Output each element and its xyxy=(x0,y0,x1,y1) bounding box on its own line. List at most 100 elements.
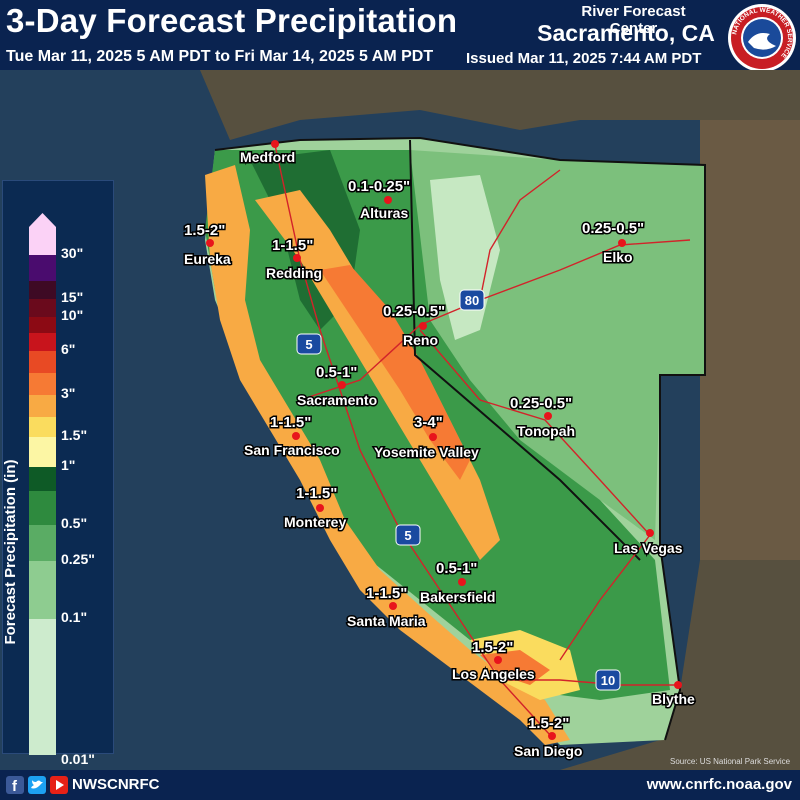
amount-labels: 0.1-0.25" 1.5-2" 1-1.5" 0.25-0.5" 0.25-0… xyxy=(183,177,646,734)
city-dot xyxy=(292,432,300,440)
city-dot xyxy=(646,529,654,537)
city-name: Las Vegas xyxy=(614,540,683,556)
city-dot xyxy=(494,656,502,664)
city-dot xyxy=(316,504,324,512)
city-name: Monterey xyxy=(284,514,346,530)
amount-label: 0.25-0.5" xyxy=(510,395,572,412)
city-dot xyxy=(384,196,392,204)
svg-text:f: f xyxy=(12,778,18,794)
amount-label: 0.25-0.5" xyxy=(582,220,644,237)
legend-label: 6" xyxy=(61,341,76,357)
highway-shield-4: 10 xyxy=(595,669,621,691)
legend-arrow xyxy=(29,213,56,227)
sierra-band xyxy=(255,190,500,560)
legend: Forecast Precipitation (in) 30" 15" 10" 6" 3… xyxy=(2,180,114,767)
city-name: Blythe xyxy=(652,691,695,707)
website-link[interactable]: www.cnrfc.noaa.gov xyxy=(646,776,792,793)
map-credit: Source: US National Park Service xyxy=(670,757,791,766)
amount-label: 1.5-2" xyxy=(472,639,513,656)
legend-swatch xyxy=(29,373,56,395)
city-dot xyxy=(271,140,279,148)
amount-label: 1.5-2" xyxy=(184,222,225,239)
city-name: San Diego xyxy=(514,743,582,759)
legend-title: Forecast Precipitation (in) xyxy=(2,459,19,645)
city-dot xyxy=(458,578,466,586)
highway-shield-3: 5 xyxy=(395,524,421,546)
legend-label: 15" xyxy=(61,289,84,305)
center-name-line1: River Forecast Center xyxy=(581,3,686,37)
legend-swatch xyxy=(29,255,56,281)
city-name: San Francisco xyxy=(244,442,340,458)
amount-label: 0.5-1" xyxy=(316,364,357,381)
legend-swatch xyxy=(29,417,56,437)
legend-label: 0.5" xyxy=(61,515,88,531)
city-name: Medford xyxy=(240,149,295,165)
sierra-core xyxy=(320,265,470,480)
nws-logo: NATIONAL WEATHER SERVICE xyxy=(728,4,796,72)
city-name: Tonopah xyxy=(517,423,575,439)
footer-bar: f NWSCNRFC www.cnrfc.noaa.gov xyxy=(0,770,800,800)
amount-label: 0.5-1" xyxy=(436,560,477,577)
legend-label: 1.5" xyxy=(61,427,88,443)
legend-swatch xyxy=(29,333,56,351)
legend-swatch xyxy=(29,227,56,255)
legend-swatch xyxy=(29,467,56,491)
utah-arizona-land xyxy=(700,120,800,560)
legend-color-bar xyxy=(29,213,56,755)
amount-label: 3-4" xyxy=(414,414,443,431)
legend-label: 3" xyxy=(61,385,76,401)
city-dot xyxy=(618,239,626,247)
city-name: Yosemite Valley xyxy=(374,444,479,460)
legend-swatch xyxy=(29,491,56,525)
amount-label: 0.25-0.5" xyxy=(383,303,445,320)
legend-swatch xyxy=(29,351,56,373)
highway-shield-2: 80 xyxy=(459,289,485,311)
city-name: Los Angeles xyxy=(452,666,535,682)
amount-label: 1-1.5" xyxy=(272,237,313,254)
youtube-icon[interactable] xyxy=(50,776,68,794)
twitter-icon[interactable] xyxy=(28,776,46,794)
city-name: Reno xyxy=(403,332,438,348)
legend-swatch xyxy=(29,395,56,417)
region-outline xyxy=(214,136,706,741)
legend-label: 10" xyxy=(61,307,84,323)
legend-swatch xyxy=(29,437,56,467)
forecast-period: Tue Mar 11, 2025 5 AM PDT to Fri Mar 14,… xyxy=(6,48,434,65)
svg-text:80: 80 xyxy=(465,293,479,308)
page-title: 3-Day Forecast Precipitation xyxy=(6,2,458,39)
issued-time: Issued Mar 11, 2025 7:44 AM PDT xyxy=(466,50,702,67)
city-dot xyxy=(419,322,427,330)
amount-label: 1.5-2" xyxy=(528,715,569,732)
legend-label: 0.1" xyxy=(61,609,88,625)
city-dot xyxy=(389,602,397,610)
city-name: Eureka xyxy=(184,251,231,267)
highway-shield-1: 5 xyxy=(296,333,322,355)
amount-label: 1-1.5" xyxy=(366,585,407,602)
legend-swatch xyxy=(29,619,56,755)
city-name: Santa Maria xyxy=(347,613,426,629)
city-name: Bakersfield xyxy=(420,589,495,605)
svg-text:5: 5 xyxy=(404,528,411,543)
svg-text:10: 10 xyxy=(601,673,615,688)
city-dot xyxy=(429,433,437,441)
facebook-icon[interactable]: f xyxy=(6,776,24,795)
legend-swatch xyxy=(29,281,56,299)
legend-swatch xyxy=(29,561,56,619)
state-line xyxy=(409,139,641,561)
city-dot xyxy=(548,732,556,740)
legend-label: 1" xyxy=(61,457,76,473)
precipitation-map: 5 80 5 10 Medford Alturas Eureka Redding… xyxy=(0,70,800,770)
amount-label: 1-1.5" xyxy=(296,485,337,502)
city-dot xyxy=(206,239,214,247)
svg-text:5: 5 xyxy=(305,337,312,352)
city-markers: Medford Alturas Eureka Redding Elko Reno… xyxy=(183,140,697,761)
coastal-band xyxy=(205,165,570,745)
header-bar: 3-Day Forecast Precipitation Tue Mar 11,… xyxy=(0,0,800,72)
city-name: Elko xyxy=(603,249,633,265)
city-dot xyxy=(674,681,682,689)
social-handle[interactable]: NWSCNRFC xyxy=(72,776,160,793)
city-name: Alturas xyxy=(360,205,408,221)
city-name: Sacramento xyxy=(297,392,377,408)
legend-swatch xyxy=(29,299,56,317)
legend-label: 0.01" xyxy=(61,751,95,767)
